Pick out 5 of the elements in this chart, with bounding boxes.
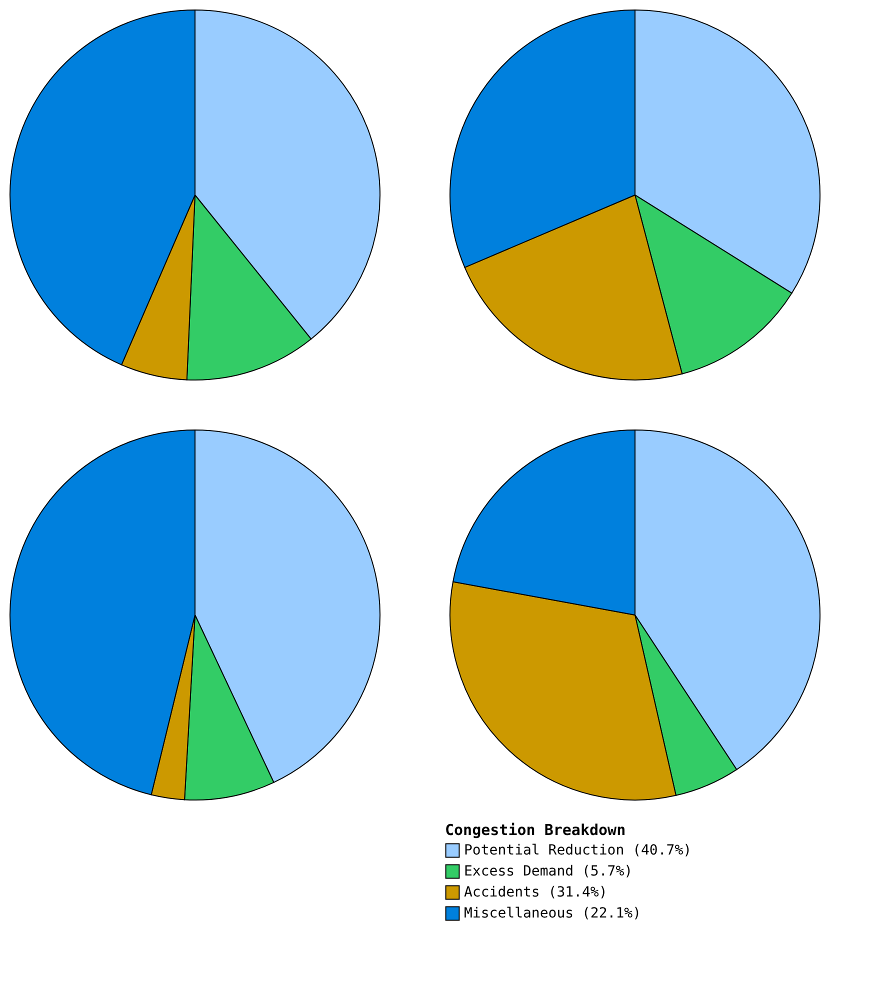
legend-label: Miscellaneous (22.1%) <box>464 906 642 922</box>
legend-label: Excess Demand (5.7%) <box>464 864 633 880</box>
legend-label: Potential Reduction (40.7%) <box>464 842 692 858</box>
legend-title: Congestion Breakdown <box>445 821 626 839</box>
legend-label: Accidents (31.4%) <box>464 884 608 900</box>
